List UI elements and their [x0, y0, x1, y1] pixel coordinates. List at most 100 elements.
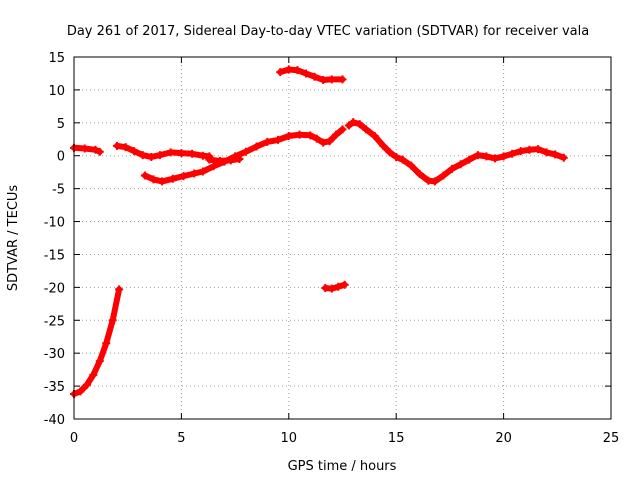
data-segment	[321, 280, 349, 293]
data-point	[91, 145, 100, 154]
data-point	[310, 72, 319, 81]
data-point	[370, 131, 379, 140]
x-tick-label: 20	[495, 431, 512, 446]
data-point	[130, 147, 139, 156]
data-segment	[140, 125, 347, 186]
data-point	[241, 147, 250, 156]
y-tick-label: 15	[48, 51, 65, 66]
data-point	[121, 143, 130, 152]
chart-title: Day 261 of 2017, Sidereal Day-to-day VTE…	[67, 24, 589, 39]
data-point	[198, 167, 207, 176]
data-point	[190, 169, 199, 178]
data-point	[456, 160, 465, 169]
data-point	[102, 339, 111, 348]
data-point	[177, 149, 186, 158]
y-tick-label: -10	[44, 216, 65, 231]
data-point	[147, 153, 156, 162]
data-point	[115, 285, 124, 294]
data-point	[166, 148, 175, 157]
y-axis-title: SDTVAR / TECUs	[6, 185, 21, 292]
x-tick-label: 25	[603, 431, 620, 446]
data-point	[112, 141, 121, 150]
data-point	[415, 170, 424, 179]
data-segment	[276, 65, 347, 85]
data-point	[392, 153, 401, 162]
grid-lines	[74, 57, 611, 419]
data-point	[80, 144, 89, 153]
data-point	[226, 156, 235, 165]
data-point	[293, 66, 302, 75]
data-trace	[206, 156, 243, 164]
y-tick-label: -25	[44, 314, 65, 329]
data-point	[205, 155, 214, 164]
x-tick-label: 15	[388, 431, 405, 446]
data-point	[482, 152, 491, 161]
data-point	[108, 316, 117, 325]
y-tick-labels: 15 10 5 0 -5 -10 -15 -20 -25 -30 -35 -40	[44, 51, 65, 428]
data-point	[252, 142, 261, 151]
data-point	[158, 177, 167, 186]
data-point	[327, 75, 336, 84]
data-trace	[71, 286, 123, 397]
data-point	[179, 172, 188, 181]
data-segment	[70, 285, 124, 398]
data-point	[306, 131, 315, 140]
data-point	[89, 370, 98, 379]
y-tick-label: -5	[52, 183, 65, 198]
data-point	[319, 76, 328, 85]
x-tick-label: 5	[177, 431, 185, 446]
data-point	[312, 134, 321, 143]
data-point	[499, 152, 508, 161]
data-point	[276, 68, 285, 77]
data-point	[448, 164, 457, 173]
data-point	[95, 357, 104, 366]
data-point	[533, 145, 542, 154]
data-point	[407, 161, 416, 170]
data-point	[274, 135, 283, 144]
data-point	[82, 380, 91, 389]
data-point	[155, 151, 164, 160]
y-tick-label: 10	[48, 84, 65, 99]
data-point	[332, 130, 341, 139]
data-point	[325, 137, 334, 146]
data-point	[379, 141, 388, 150]
data-point	[344, 121, 353, 130]
data-segment	[70, 143, 104, 156]
data-point	[263, 137, 272, 146]
x-axis-title: GPS time / hours	[288, 459, 397, 474]
data-point	[398, 155, 407, 164]
data-segment	[112, 141, 214, 162]
data-trace	[141, 126, 346, 185]
data-trace	[345, 119, 567, 185]
data-point	[559, 153, 568, 162]
data-point	[362, 125, 371, 134]
y-tick-label: -30	[44, 347, 65, 362]
data-point	[216, 156, 225, 165]
data-point	[138, 151, 147, 160]
y-tick-label: -35	[44, 380, 65, 395]
data-point	[349, 118, 358, 127]
data-point	[491, 154, 500, 163]
x-tick-label: 10	[281, 431, 298, 446]
x-tick-labels: 0 5 10 15 20 25	[70, 431, 619, 446]
y-tick-label: 5	[57, 117, 65, 132]
plot-frame	[73, 56, 612, 420]
y-tick-label: -20	[44, 281, 65, 296]
data-point	[301, 69, 310, 78]
y-tick-label: -15	[44, 248, 65, 263]
data-point	[338, 125, 347, 134]
data-point	[473, 151, 482, 160]
data-point	[284, 131, 293, 140]
data-segment	[205, 155, 244, 165]
y-tick-label: 0	[57, 150, 65, 165]
axis-ticks	[73, 56, 612, 420]
data-point	[551, 150, 560, 159]
data-point	[319, 138, 328, 147]
data-point	[508, 149, 517, 158]
data-point	[385, 148, 394, 157]
data-point	[76, 387, 85, 396]
data-point	[439, 171, 448, 180]
data-point	[188, 149, 197, 158]
data-segment	[344, 118, 568, 186]
